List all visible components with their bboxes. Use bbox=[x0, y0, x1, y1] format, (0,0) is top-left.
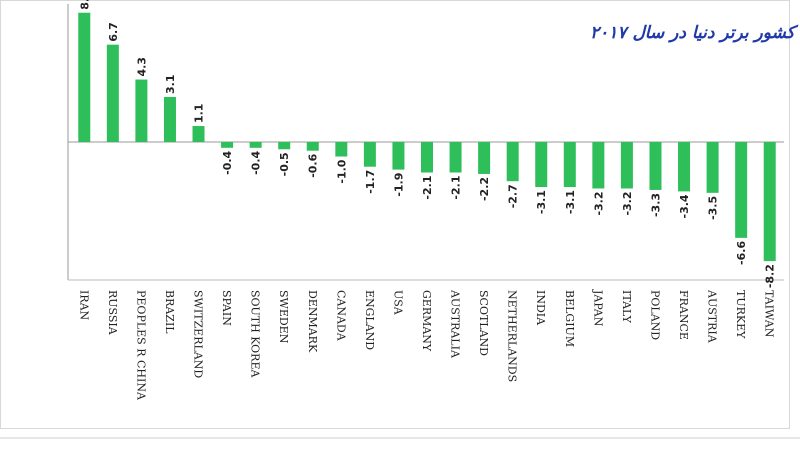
bar bbox=[306, 142, 319, 151]
value-label: -3.1 bbox=[564, 190, 577, 214]
x-tick-label: DENMARK bbox=[306, 290, 319, 353]
x-tick-label: JAPAN bbox=[591, 289, 604, 327]
value-label: -3.2 bbox=[592, 191, 605, 215]
x-tick-label: TAIWAN bbox=[763, 290, 776, 338]
chart-title: درصد رشد تولید علم ۲۵ کشور برتر دنیا در … bbox=[590, 23, 800, 43]
value-label: -1.7 bbox=[364, 170, 377, 194]
x-tick-label: AUSTRIA bbox=[706, 289, 719, 344]
bar bbox=[678, 142, 691, 192]
x-tick-label: SWITZERLAND bbox=[192, 290, 205, 378]
bar bbox=[106, 44, 119, 142]
value-label: -2.1 bbox=[421, 176, 434, 200]
bar bbox=[363, 142, 376, 167]
x-tick-label: BRAZIL bbox=[163, 290, 176, 334]
bar bbox=[649, 142, 662, 190]
bar bbox=[392, 142, 405, 170]
value-label: -0.5 bbox=[278, 152, 291, 176]
bar bbox=[249, 142, 262, 148]
bar bbox=[78, 12, 91, 142]
value-label: 8.9 bbox=[78, 0, 91, 10]
value-label: -8.2 bbox=[764, 264, 777, 288]
bar bbox=[192, 126, 205, 142]
bar bbox=[478, 142, 491, 174]
value-label: -3.3 bbox=[649, 193, 662, 217]
frame bbox=[0, 0, 790, 429]
value-label: -6.6 bbox=[735, 241, 748, 265]
value-label: 4.3 bbox=[135, 57, 148, 77]
bar bbox=[421, 142, 433, 173]
x-tick-label: FRANCE bbox=[677, 290, 690, 340]
x-tick-label: ENGLAND bbox=[363, 290, 376, 350]
value-label: -3.2 bbox=[621, 191, 634, 215]
bar bbox=[592, 142, 605, 189]
bar bbox=[163, 96, 176, 142]
bar bbox=[506, 142, 519, 182]
x-tick-label: USA bbox=[391, 290, 404, 316]
value-label: -3.1 bbox=[535, 190, 548, 214]
value-label: -3.4 bbox=[678, 194, 691, 218]
x-tick-label: ITALY bbox=[620, 290, 633, 324]
bar bbox=[335, 142, 348, 157]
value-label: -1.0 bbox=[335, 159, 348, 183]
bar bbox=[135, 79, 148, 142]
x-tick-label: POLAND bbox=[648, 290, 661, 340]
bar bbox=[221, 142, 234, 148]
bar bbox=[763, 142, 776, 262]
value-label: 1.1 bbox=[193, 104, 206, 124]
value-label: 6.7 bbox=[107, 22, 120, 42]
value-label: -2.2 bbox=[478, 177, 491, 201]
x-tick-label: SOUTH KOREA bbox=[249, 290, 262, 379]
value-label: -0.4 bbox=[250, 150, 263, 174]
value-label: -0.4 bbox=[221, 150, 234, 174]
value-label: -3.5 bbox=[707, 196, 720, 220]
x-tick-label: INDIA bbox=[534, 290, 547, 326]
value-label: -2.7 bbox=[507, 184, 520, 208]
bar bbox=[706, 142, 719, 193]
x-tick-label: SWEDEN bbox=[277, 290, 290, 344]
x-tick-label: NETHERLANDS bbox=[506, 290, 519, 382]
x-tick-label: CANADA bbox=[334, 290, 347, 342]
x-tick-label: SCOTLAND bbox=[477, 290, 490, 356]
value-label: -1.9 bbox=[392, 173, 405, 197]
x-tick-label: GERMANY bbox=[420, 290, 433, 352]
x-tick-label: RUSSIA bbox=[106, 290, 119, 336]
bar bbox=[535, 142, 548, 188]
x-tick-label: BELGIUM bbox=[563, 290, 576, 347]
value-label: -2.1 bbox=[450, 176, 463, 200]
x-tick-label: IRAN bbox=[77, 290, 90, 321]
bar bbox=[449, 142, 462, 173]
bar bbox=[278, 142, 291, 150]
x-tick-label: TURKEY bbox=[734, 290, 747, 339]
x-tick-label: SPAIN bbox=[220, 290, 233, 326]
x-tick-label: AUSTRALIA bbox=[449, 289, 462, 359]
x-tick-label: PEOPLES R CHINA bbox=[134, 290, 147, 401]
value-label: 3.1 bbox=[164, 74, 177, 94]
bar bbox=[563, 142, 576, 188]
bar bbox=[620, 142, 633, 189]
bar bbox=[735, 142, 748, 238]
value-label: -0.6 bbox=[307, 153, 320, 177]
